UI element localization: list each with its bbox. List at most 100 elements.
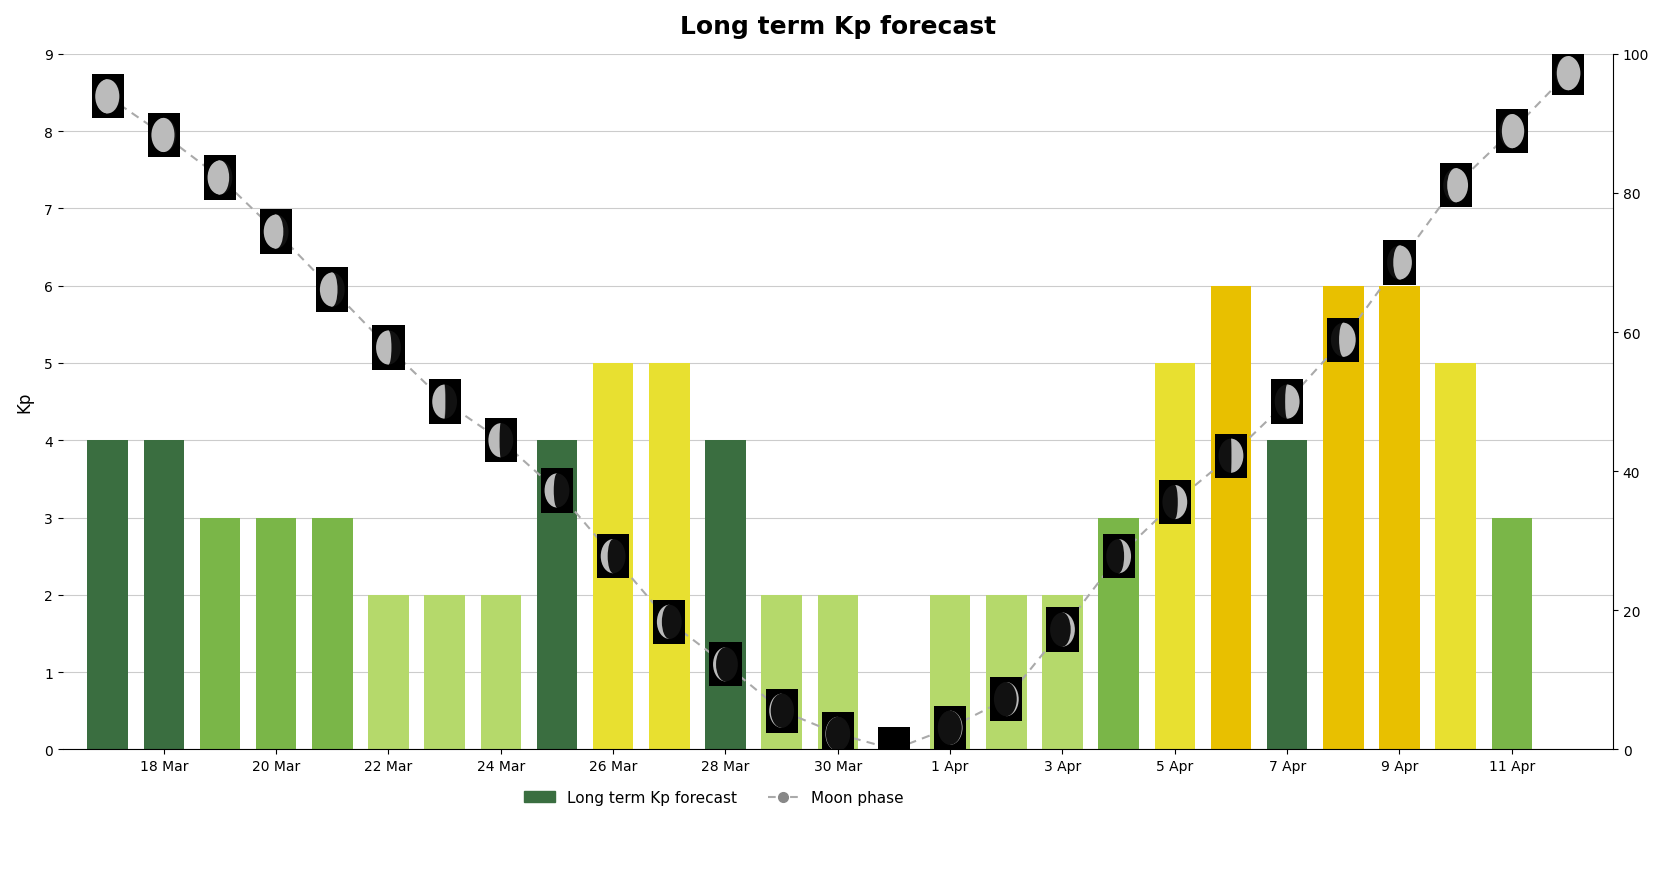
Wedge shape [1567,57,1581,91]
FancyBboxPatch shape [822,712,854,756]
Wedge shape [1063,613,1075,647]
Wedge shape [601,539,612,574]
Wedge shape [433,385,444,419]
FancyBboxPatch shape [990,677,1022,722]
Wedge shape [263,215,276,249]
Wedge shape [782,694,794,728]
Bar [649,364,689,750]
Ellipse shape [211,161,230,196]
FancyBboxPatch shape [205,156,236,200]
Wedge shape [388,331,401,365]
Wedge shape [1218,439,1231,474]
Wedge shape [1343,324,1356,358]
Ellipse shape [386,331,391,365]
Bar [1379,287,1419,750]
Bar [88,441,128,750]
Ellipse shape [1285,385,1290,419]
FancyBboxPatch shape [765,688,797,733]
Ellipse shape [97,80,120,114]
FancyBboxPatch shape [92,75,123,119]
Ellipse shape [499,424,503,458]
FancyBboxPatch shape [879,727,910,772]
Ellipse shape [1558,57,1579,91]
FancyBboxPatch shape [934,706,967,750]
Ellipse shape [825,717,850,751]
FancyBboxPatch shape [1047,608,1078,652]
Wedge shape [1499,115,1513,149]
Ellipse shape [1503,115,1523,149]
Wedge shape [1163,486,1175,519]
Bar [481,595,521,750]
FancyBboxPatch shape [1158,481,1191,524]
Wedge shape [612,539,626,574]
Wedge shape [657,605,669,639]
Wedge shape [1399,246,1411,281]
Ellipse shape [1448,169,1464,203]
Ellipse shape [153,118,175,153]
Ellipse shape [938,711,962,745]
Wedge shape [1443,169,1456,203]
Bar [1211,287,1251,750]
Y-axis label: Kp: Kp [15,391,33,413]
Wedge shape [726,647,737,681]
Ellipse shape [554,474,561,508]
Bar [706,441,745,750]
FancyBboxPatch shape [484,418,518,463]
Wedge shape [1050,613,1063,647]
Wedge shape [208,161,220,196]
Bar [592,364,634,750]
Bar [817,595,859,750]
Ellipse shape [1055,613,1070,647]
Wedge shape [163,118,176,153]
Wedge shape [1456,169,1468,203]
Bar [424,595,464,750]
Legend: Long term Kp forecast, Moon phase: Long term Kp forecast, Moon phase [518,784,909,811]
FancyBboxPatch shape [541,469,572,513]
Bar [1042,595,1083,750]
Ellipse shape [716,647,735,681]
Ellipse shape [662,605,677,639]
Bar [256,518,296,750]
Wedge shape [95,80,108,114]
Ellipse shape [270,215,283,249]
Wedge shape [444,385,458,419]
Bar [537,441,577,750]
Wedge shape [769,694,782,728]
Wedge shape [544,474,557,508]
FancyBboxPatch shape [654,600,686,645]
Bar [930,595,970,750]
Bar [1266,441,1308,750]
FancyBboxPatch shape [1496,110,1528,154]
FancyBboxPatch shape [597,534,629,579]
Wedge shape [1331,324,1343,358]
Bar [313,518,353,750]
FancyBboxPatch shape [1328,318,1359,362]
Wedge shape [1231,439,1243,474]
Wedge shape [319,273,333,307]
Bar [987,595,1027,750]
Wedge shape [220,161,233,196]
Wedge shape [1288,385,1300,419]
Wedge shape [669,605,682,639]
FancyBboxPatch shape [1103,534,1135,579]
FancyBboxPatch shape [1439,164,1471,208]
Title: Long term Kp forecast: Long term Kp forecast [679,15,995,39]
Bar [368,595,409,750]
Wedge shape [1275,385,1288,419]
Bar [1323,287,1363,750]
Bar [200,518,240,750]
Wedge shape [993,682,1007,717]
Ellipse shape [328,273,338,307]
Bar [1155,364,1195,750]
Bar [1098,518,1138,750]
Wedge shape [1175,486,1186,519]
Wedge shape [557,474,569,508]
Wedge shape [376,331,388,365]
Ellipse shape [770,694,792,728]
Bar [1436,364,1476,750]
Wedge shape [489,424,501,458]
FancyBboxPatch shape [260,210,293,254]
FancyBboxPatch shape [1383,241,1416,285]
Bar [762,595,802,750]
Wedge shape [501,424,513,458]
